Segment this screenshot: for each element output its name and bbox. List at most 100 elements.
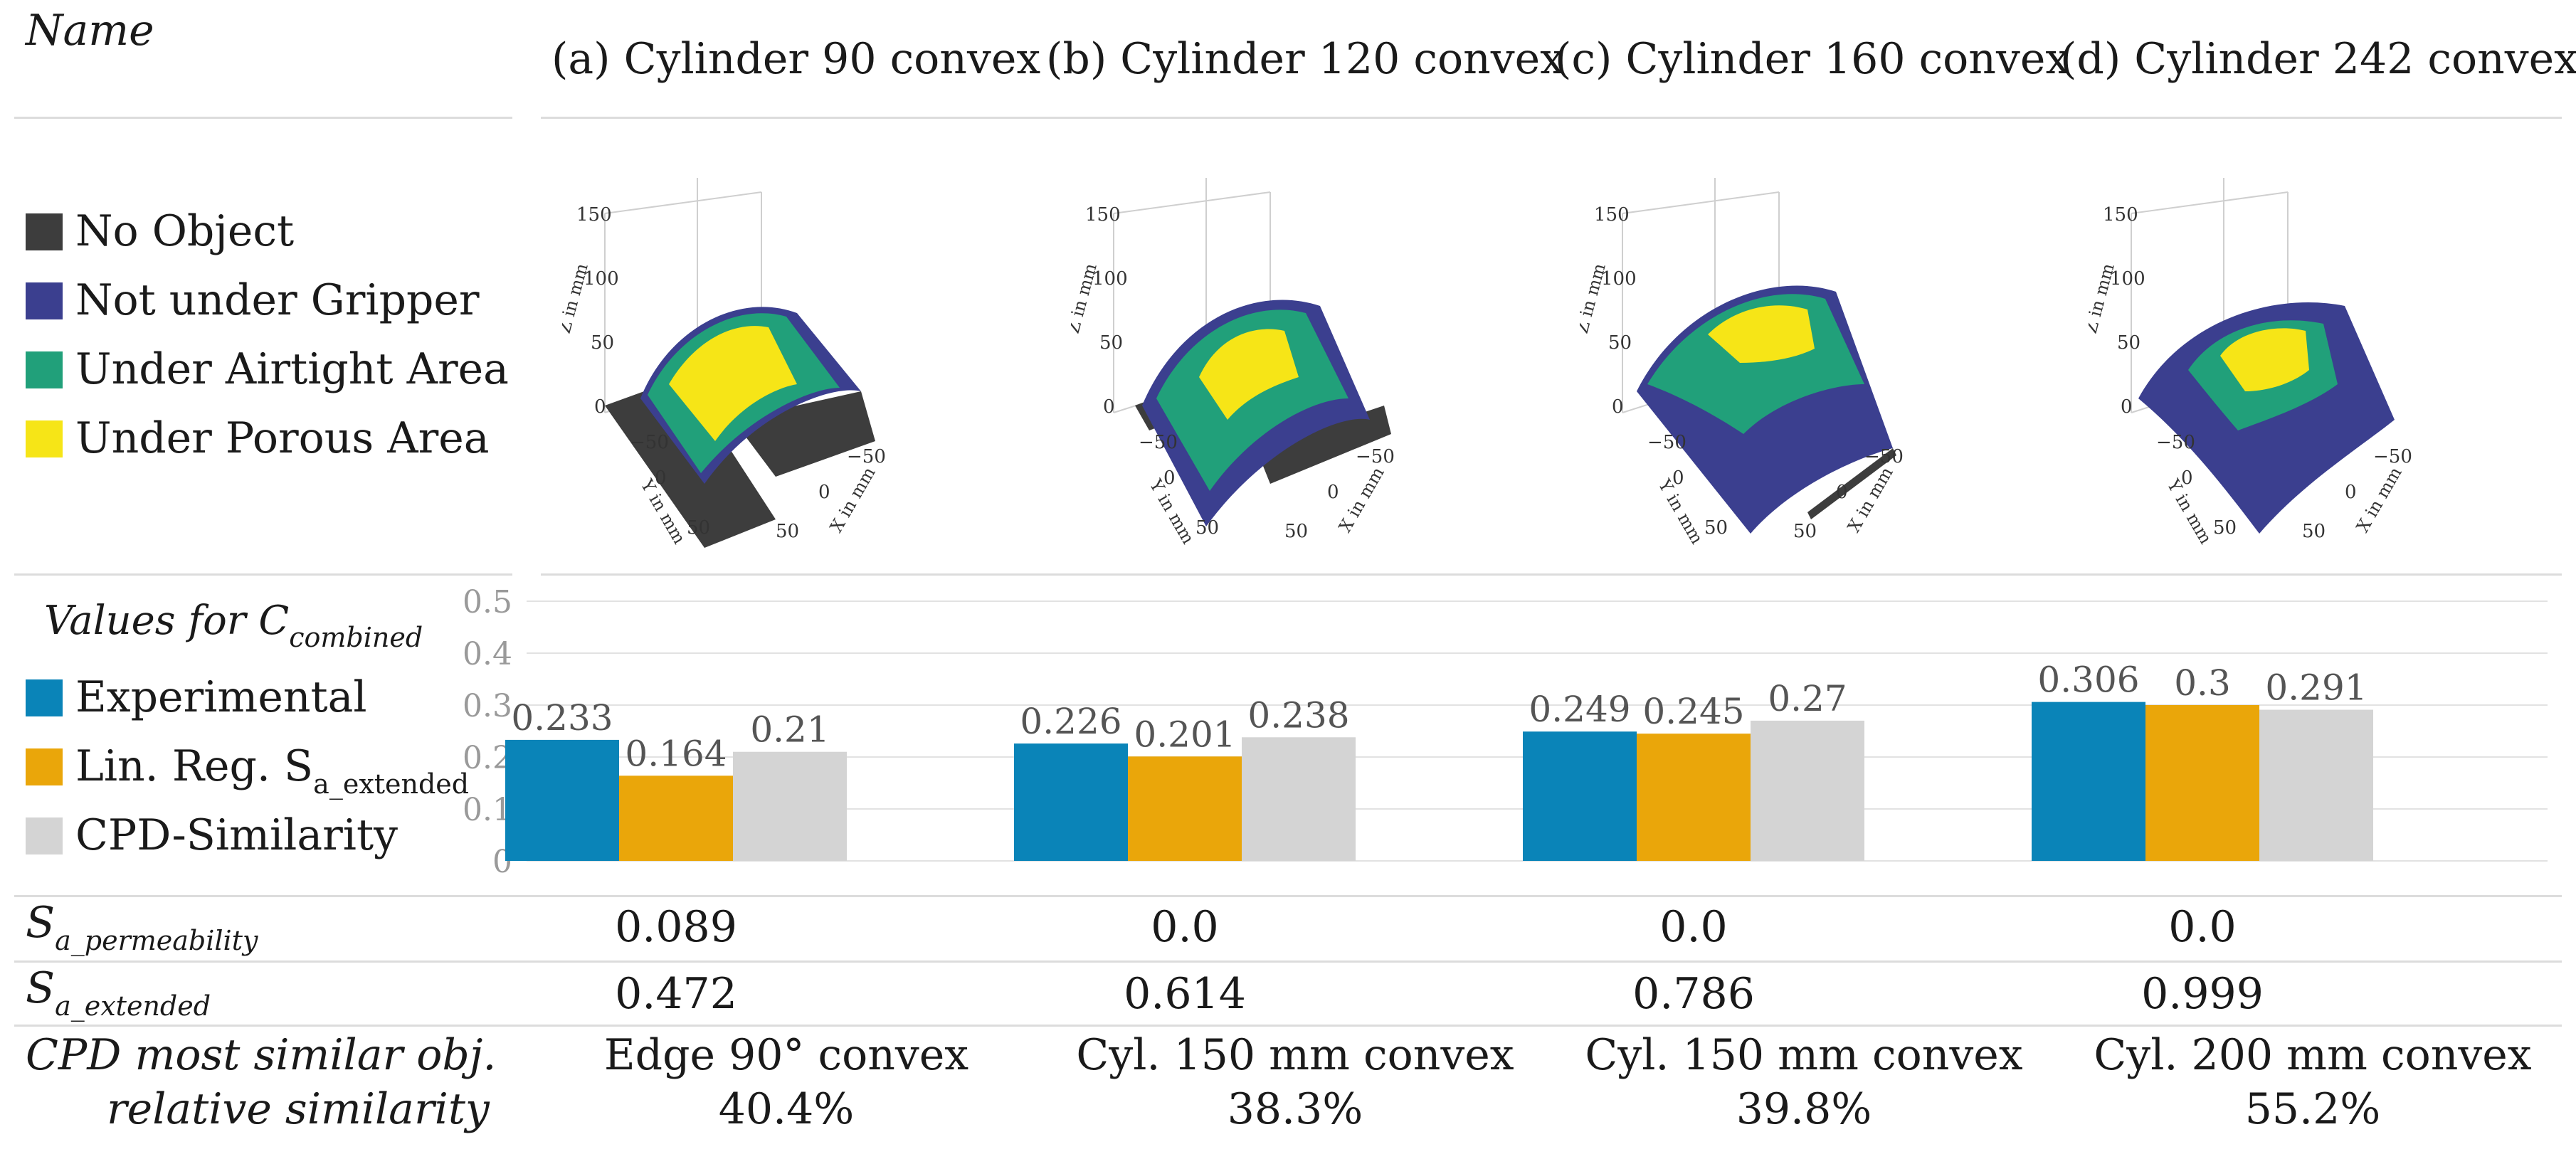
z-axis-label: Z in mm <box>1071 261 1101 336</box>
legend-swatch <box>26 213 63 250</box>
x-tick: −50 <box>847 446 886 467</box>
bar-lin-reg-s-a-extended-0 <box>619 776 733 861</box>
bar-lin-reg-s-a-extended-2 <box>1637 734 1751 861</box>
z-tick: 50 <box>591 332 614 354</box>
x-tick: 50 <box>1793 521 1817 542</box>
bar-cpd-similarity-0 <box>733 751 847 861</box>
sa-permeability-c: 0.0 <box>1659 902 1728 952</box>
column-title-a: (a) Cylinder 90 convex <box>551 34 1041 84</box>
z-tick: 100 <box>2110 268 2145 290</box>
bar-value-label: 0.27 <box>1768 678 1847 719</box>
row-label-main: S <box>26 963 56 1013</box>
values-title: Values for Ccombined <box>44 598 423 653</box>
row-label-sa-permeability: Sa_permeability <box>26 898 258 956</box>
y-tick-label: 0.3 <box>463 688 512 724</box>
z-tick: 150 <box>1085 204 1121 226</box>
row-label-cpd-most-similar: CPD most similar obj. <box>26 1030 497 1080</box>
bar-value-label: 0.291 <box>2265 667 2367 709</box>
cpd-object-c: Cyl. 150 mm convex <box>1585 1030 2023 1080</box>
legend-label: Not under Gripper <box>75 275 480 325</box>
bar-cpd-similarity-2 <box>1751 720 1864 861</box>
bar-value-label: 0.238 <box>1247 694 1349 736</box>
y-tick: −50 <box>1139 432 1178 453</box>
cpd-similarity-c: 39.8% <box>1736 1084 1872 1134</box>
row-label-sa-extended: Sa_extended <box>26 963 211 1022</box>
bar-value-label: 0.3 <box>2174 662 2231 704</box>
cpd-object-d: Cyl. 200 mm convex <box>2094 1030 2532 1080</box>
legend-label: Under Porous Area <box>75 413 490 463</box>
y-tick: 50 <box>1704 517 1728 539</box>
z-tick: 0 <box>1612 396 1624 418</box>
y-tick-label: 0.4 <box>463 636 512 672</box>
x-axis-label: X in mm <box>826 463 880 536</box>
column-title-c: (c) Cylinder 160 convex <box>1555 34 2070 84</box>
surface-plot-b: 150 100 50 0 Z in mm −50 0 50 Y in mm −5… <box>1063 149 1405 548</box>
divider-mid <box>541 573 2562 576</box>
bar-experimental-1 <box>1014 743 1128 861</box>
legend-swatch <box>26 282 63 319</box>
y-tick-label: 0.2 <box>463 740 512 776</box>
legend-label: No Object <box>75 206 295 256</box>
sa-permeability-d: 0.0 <box>2168 902 2237 952</box>
y-tick: −50 <box>1647 432 1686 453</box>
y-tick: 0 <box>2181 467 2193 489</box>
z-tick: 50 <box>2117 332 2140 354</box>
y-tick: 50 <box>1195 517 1219 539</box>
name-header: Name <box>26 6 154 55</box>
legend-swatch <box>26 351 63 388</box>
z-axis-label: Z in mm <box>1580 261 1610 336</box>
z-tick: 100 <box>1092 268 1128 290</box>
row-label-relative-similarity: relative similarity <box>107 1084 490 1134</box>
y-tick: 0 <box>655 467 667 489</box>
divider-top <box>541 117 2562 119</box>
x-tick: −50 <box>1356 446 1395 467</box>
z-tick: 100 <box>1601 268 1637 290</box>
legend-swatch <box>26 679 63 716</box>
z-tick: 0 <box>1103 396 1115 418</box>
sa-extended-d: 0.999 <box>2141 969 2264 1019</box>
sa-extended-a: 0.472 <box>615 969 737 1019</box>
z-axis-label: Z in mm <box>562 261 592 336</box>
x-tick: 50 <box>2302 521 2326 542</box>
surface-plot-d: 150 100 50 0 Z in mm −50 0 50 Y in mm −5… <box>2081 149 2423 548</box>
legend-label: CPD-Similarity <box>75 810 398 860</box>
x-axis-label: X in mm <box>2353 463 2406 536</box>
bar-experimental-2 <box>1523 731 1637 861</box>
bar-value-label: 0.21 <box>750 709 829 751</box>
values-title-sub: combined <box>289 622 423 653</box>
bar-cpd-similarity-3 <box>2259 709 2373 861</box>
sa-extended-c: 0.786 <box>1632 969 1755 1019</box>
legend-swatch <box>26 748 63 785</box>
bar-value-label: 0.233 <box>511 697 613 739</box>
y-tick: 50 <box>2213 517 2237 539</box>
row-label-sub: a_permeability <box>55 925 258 956</box>
x-tick: 0 <box>2345 482 2357 503</box>
row-label-sub: a_extended <box>55 990 211 1022</box>
z-tick: 50 <box>1608 332 1632 354</box>
x-tick: 0 <box>1836 482 1848 503</box>
y-tick: −50 <box>2156 432 2195 453</box>
y-tick-label: 0.1 <box>463 792 512 828</box>
bar-value-label: 0.249 <box>1529 689 1630 730</box>
x-tick: 0 <box>1327 482 1339 503</box>
bar-experimental-0 <box>505 739 619 861</box>
y-tick: 0 <box>1163 467 1176 489</box>
bar-value-label: 0.306 <box>2037 660 2139 701</box>
surface-plot-c: 150 100 50 0 Z in mm −50 0 50 Y in mm −5… <box>1572 149 1914 548</box>
bar-lin-reg-s-a-extended-3 <box>2145 705 2259 861</box>
values-title-text: Values for C <box>44 598 290 644</box>
divider-chart-bottom <box>14 895 2562 897</box>
cpd-similarity-b: 38.3% <box>1227 1084 1363 1134</box>
z-tick: 150 <box>2103 204 2138 226</box>
x-tick: 50 <box>1284 521 1308 542</box>
legend-label-sub: a_extended <box>313 768 470 800</box>
y-tick: −50 <box>630 432 669 453</box>
divider-row-2 <box>14 1025 2562 1027</box>
sa-permeability-b: 0.0 <box>1151 902 1219 952</box>
z-axis-label: Z in mm <box>2089 261 2118 336</box>
x-tick: −50 <box>1864 446 1904 467</box>
divider-row-1 <box>14 960 2562 963</box>
cpd-similarity-d: 55.2% <box>2244 1084 2381 1134</box>
divider-left-mid <box>14 573 512 576</box>
